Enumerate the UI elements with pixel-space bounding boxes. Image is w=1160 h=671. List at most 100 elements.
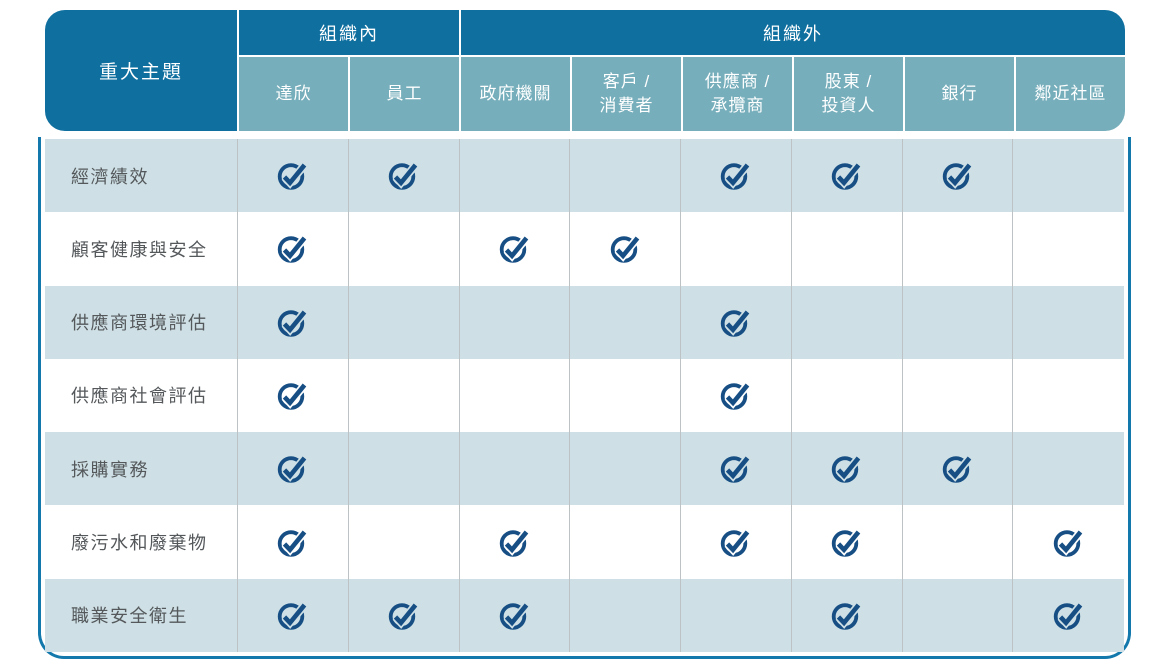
check-cell-checked — [1013, 505, 1124, 579]
check-cell-checked — [238, 358, 349, 433]
topic-cell: 供應商環境評估 — [45, 285, 238, 359]
check-cell-checked — [791, 505, 903, 579]
check-cell-empty — [348, 285, 460, 359]
circled-checkmark-icon — [278, 455, 308, 483]
check-cell-checked — [1013, 578, 1124, 652]
table-row: 供應商環境評估 — [45, 285, 1124, 359]
check-cell-checked — [681, 432, 792, 506]
circled-checkmark-icon — [721, 382, 751, 410]
circled-checkmark-icon — [1053, 529, 1084, 557]
circled-checkmark-icon — [278, 382, 308, 410]
check-cell-checked — [902, 432, 1014, 506]
check-cell-empty — [1013, 212, 1124, 286]
column-header: 鄰近社區 — [1016, 57, 1125, 131]
circled-checkmark-icon — [721, 162, 751, 190]
column-header: 股東 / 投資人 — [794, 57, 903, 131]
check-cell-empty — [681, 578, 792, 652]
circled-checkmark-icon — [278, 602, 308, 630]
circled-checkmark-icon — [831, 529, 862, 557]
check-cell-empty — [1013, 358, 1124, 433]
circled-checkmark-icon — [278, 235, 308, 264]
table-header: 重大主題 組織內 組織外 達欣 員工 政府機關 客戶 / 消費者 供應商 / 承攬商 股東… — [45, 10, 1125, 131]
check-cell-empty — [902, 285, 1014, 359]
table-row: 職業安全衛生 — [45, 578, 1124, 652]
check-cell-empty — [791, 212, 903, 286]
check-cell-empty — [459, 358, 571, 433]
circled-checkmark-icon — [278, 309, 308, 337]
circled-checkmark-icon — [610, 235, 641, 264]
check-cell-checked — [348, 578, 460, 652]
check-cell-checked — [238, 578, 349, 652]
check-cell-checked — [791, 578, 903, 652]
corner-cell-topic-header: 重大主題 — [45, 10, 237, 131]
circled-checkmark-icon — [831, 162, 862, 190]
table-body: 經濟績效 顧客健康與安全 供應商環境評估 供應商社會評估 採購實務 廢污水和廢棄物 職業安全… — [45, 139, 1124, 652]
check-cell-empty — [348, 358, 460, 433]
column-header: 客戶 / 消費者 — [572, 57, 681, 131]
check-cell-empty — [348, 212, 460, 286]
check-cell-empty — [459, 432, 571, 506]
topic-cell: 廢污水和廢棄物 — [45, 505, 238, 579]
circled-checkmark-icon — [388, 162, 419, 190]
circled-checkmark-icon — [721, 529, 751, 557]
circled-checkmark-icon — [278, 529, 308, 557]
topic-cell: 經濟績效 — [45, 139, 238, 213]
table-row: 經濟績效 — [45, 139, 1124, 213]
topic-cell: 供應商社會評估 — [45, 358, 238, 433]
check-cell-empty — [902, 578, 1014, 652]
check-cell-empty — [902, 505, 1014, 579]
check-cell-checked — [681, 285, 792, 359]
check-cell-empty — [902, 212, 1014, 286]
check-cell-empty — [459, 285, 571, 359]
check-cell-empty — [1013, 432, 1124, 506]
table-row: 供應商社會評估 — [45, 358, 1124, 433]
check-cell-checked — [238, 432, 349, 506]
check-cell-checked — [238, 139, 349, 213]
circled-checkmark-icon — [831, 602, 862, 630]
check-cell-checked — [459, 505, 571, 579]
check-cell-checked — [238, 505, 349, 579]
check-cell-empty — [1013, 285, 1124, 359]
column-header: 達欣 — [239, 57, 348, 131]
check-cell-empty — [570, 358, 681, 433]
check-cell-checked — [348, 139, 460, 213]
check-cell-empty — [570, 285, 681, 359]
circled-checkmark-icon — [499, 602, 530, 630]
check-cell-empty — [570, 139, 681, 213]
topic-cell: 職業安全衛生 — [45, 578, 238, 652]
check-cell-empty — [1013, 139, 1124, 213]
column-header: 銀行 — [905, 57, 1014, 131]
check-cell-empty — [348, 432, 460, 506]
check-cell-checked — [238, 285, 349, 359]
check-cell-empty — [902, 358, 1014, 433]
table-row: 廢污水和廢棄物 — [45, 505, 1124, 579]
circled-checkmark-icon — [278, 162, 308, 190]
check-cell-checked — [570, 212, 681, 286]
check-cell-empty — [570, 432, 681, 506]
check-cell-checked — [459, 578, 571, 652]
column-header: 政府機關 — [461, 57, 570, 131]
check-cell-empty — [791, 285, 903, 359]
check-cell-checked — [459, 212, 571, 286]
check-cell-empty — [681, 212, 792, 286]
circled-checkmark-icon — [942, 455, 973, 483]
topic-cell: 顧客健康與安全 — [45, 212, 238, 286]
circled-checkmark-icon — [388, 602, 419, 630]
body-border-frame: 經濟績效 顧客健康與安全 供應商環境評估 供應商社會評估 採購實務 廢污水和廢棄物 職業安全… — [38, 137, 1131, 659]
table-row: 顧客健康與安全 — [45, 212, 1124, 286]
column-header: 供應商 / 承攬商 — [683, 57, 792, 131]
check-cell-checked — [791, 139, 903, 213]
column-header: 員工 — [350, 57, 459, 131]
check-cell-empty — [570, 578, 681, 652]
circled-checkmark-icon — [499, 235, 530, 264]
circled-checkmark-icon — [721, 455, 751, 483]
check-cell-empty — [459, 139, 571, 213]
check-cell-checked — [681, 505, 792, 579]
table-row: 採購實務 — [45, 432, 1124, 506]
circled-checkmark-icon — [499, 529, 530, 557]
circled-checkmark-icon — [1053, 602, 1084, 630]
check-cell-empty — [348, 505, 460, 579]
check-cell-checked — [681, 358, 792, 433]
check-cell-checked — [902, 139, 1014, 213]
circled-checkmark-icon — [721, 309, 751, 337]
